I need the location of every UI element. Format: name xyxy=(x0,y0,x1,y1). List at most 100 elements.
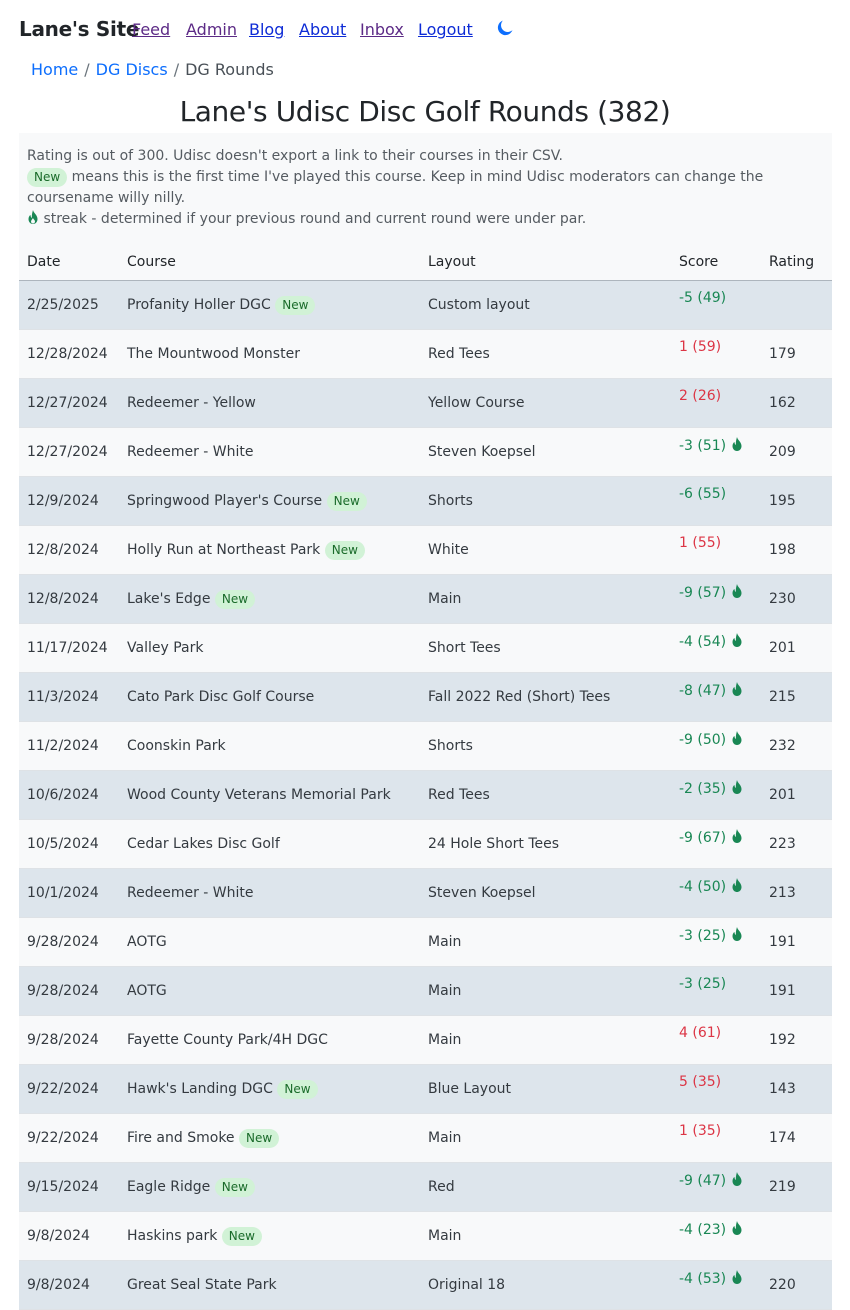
score-value: -4 (53) xyxy=(679,1271,727,1287)
header-score[interactable]: Score xyxy=(671,244,761,281)
score-cell: -3 (25) xyxy=(671,917,761,967)
layout-cell: Main xyxy=(420,1015,671,1065)
table-row: 11/3/2024 Cato Park Disc Golf Course Fall … xyxy=(19,672,832,722)
flame-icon xyxy=(732,829,742,843)
header-course[interactable]: Course xyxy=(119,244,420,281)
table-row: 10/1/2024 Redeemer - White Steven Koepsel -… xyxy=(19,868,832,918)
header-layout[interactable]: Layout xyxy=(420,244,671,281)
course-name: Lake's Edge xyxy=(127,590,211,607)
score-cell: 1 (55) xyxy=(671,525,761,575)
table-row: 9/28/2024 AOTG Main -3 (25) 191 xyxy=(19,966,832,1016)
score-value: -3 (25) xyxy=(679,976,727,992)
layout-cell: Red Tees xyxy=(420,329,671,379)
score-cell: -3 (25) xyxy=(671,966,761,1016)
score-cell: 1 (59) xyxy=(671,329,761,379)
header-date[interactable]: Date xyxy=(19,244,119,281)
rating-cell: 179 xyxy=(761,329,832,379)
course-cell: Redeemer - White xyxy=(119,868,420,918)
rating-cell: 230 xyxy=(761,574,832,624)
rounds-table: Date Course Layout Score Rating 2/25/202… xyxy=(19,244,832,1310)
header-rating[interactable]: Rating xyxy=(761,244,832,281)
flame-icon xyxy=(28,210,38,224)
new-badge: New xyxy=(326,491,367,511)
streak-note: streak - determined if your previous rou… xyxy=(27,209,817,230)
rating-cell: 232 xyxy=(761,721,832,771)
site-brand[interactable]: Lane's Site xyxy=(19,17,140,41)
course-cell: Wood County Veterans Memorial Park xyxy=(119,770,420,820)
nav-link-feed[interactable]: Feed xyxy=(132,20,171,39)
rating-cell: 213 xyxy=(761,868,832,918)
table-row: 9/28/2024 Fayette County Park/4H DGC Main 4… xyxy=(19,1015,832,1065)
score-value: -3 (25) xyxy=(679,928,727,944)
nav-link-about[interactable]: About xyxy=(299,20,347,39)
rating-cell: 192 xyxy=(761,1015,832,1065)
course-name: Cedar Lakes Disc Golf xyxy=(127,836,280,852)
score-value: -4 (50) xyxy=(679,879,727,895)
score-cell: 2 (26) xyxy=(671,378,761,428)
rating-cell: 223 xyxy=(761,819,832,869)
course-cell: The Mountwood Monster xyxy=(119,329,420,379)
score-cell: -6 (55) xyxy=(671,476,761,526)
score-cell: -8 (47) xyxy=(671,672,761,722)
score-cell: -5 (49) xyxy=(671,280,761,330)
breadcrumb: Home / DG Discs / DG Rounds xyxy=(31,60,274,79)
layout-cell: Main xyxy=(420,917,671,967)
date-cell: 10/1/2024 xyxy=(19,868,119,918)
moon-icon[interactable] xyxy=(497,20,513,36)
table-row: 11/2/2024 Coonskin Park Shorts -9 (50) 232 xyxy=(19,721,832,771)
score-cell: -4 (50) xyxy=(671,868,761,918)
new-badge-explanation: means this is the first time I've played… xyxy=(27,169,764,206)
flame-icon xyxy=(732,1221,742,1235)
date-cell: 2/25/2025 xyxy=(19,280,119,330)
date-cell: 12/27/2024 xyxy=(19,427,119,477)
course-cell: Redeemer - White xyxy=(119,427,420,477)
score-value: 5 (35) xyxy=(679,1074,722,1090)
table-row: 11/17/2024 Valley Park Short Tees -4 (54) 2… xyxy=(19,623,832,673)
course-name: Fayette County Park/4H DGC xyxy=(127,1032,328,1048)
layout-cell: Fall 2022 Red (Short) Tees xyxy=(420,672,671,722)
course-cell: AOTG xyxy=(119,966,420,1016)
date-cell: 12/28/2024 xyxy=(19,329,119,379)
flame-icon xyxy=(732,437,742,451)
date-cell: 11/17/2024 xyxy=(19,623,119,673)
course-name: The Mountwood Monster xyxy=(127,346,300,362)
score-value: -4 (23) xyxy=(679,1222,727,1238)
course-cell: Haskins park New xyxy=(119,1211,420,1261)
score-cell: -4 (53) xyxy=(671,1260,761,1310)
rating-cell xyxy=(761,280,832,330)
info-notes: Rating is out of 300. Udisc doesn't expo… xyxy=(27,146,817,230)
course-cell: Valley Park xyxy=(119,623,420,673)
table-row: 9/28/2024 AOTG Main -3 (25) 191 xyxy=(19,917,832,967)
nav-link-blog[interactable]: Blog xyxy=(249,20,285,39)
new-badge: New xyxy=(27,168,68,187)
layout-cell: Yellow Course xyxy=(420,378,671,428)
nav-link-logout[interactable]: Logout xyxy=(418,20,473,39)
score-value: -3 (51) xyxy=(679,438,727,454)
nav-link-inbox[interactable]: Inbox xyxy=(360,20,404,39)
table-row: 9/8/2024 Great Seal State Park Original 18… xyxy=(19,1260,832,1310)
new-badge-note: New means this is the first time I've pl… xyxy=(27,167,817,209)
breadcrumb-dg-discs[interactable]: DG Discs xyxy=(95,60,168,79)
score-cell: -4 (23) xyxy=(671,1211,761,1261)
new-badge: New xyxy=(214,1177,255,1197)
nav-link-admin[interactable]: Admin xyxy=(186,20,237,39)
date-cell: 9/22/2024 xyxy=(19,1064,119,1114)
table-row: 12/28/2024 The Mountwood Monster Red Tees 1… xyxy=(19,329,832,379)
score-cell: -9 (50) xyxy=(671,721,761,771)
layout-cell: Custom layout xyxy=(420,280,671,330)
breadcrumb-current: DG Rounds xyxy=(185,60,274,79)
course-name: Haskins park xyxy=(127,1227,218,1244)
layout-cell: Main xyxy=(420,1211,671,1261)
course-name: Fire and Smoke xyxy=(127,1129,235,1146)
rating-cell: 219 xyxy=(761,1162,832,1212)
layout-cell: Steven Koepsel xyxy=(420,868,671,918)
breadcrumb-home[interactable]: Home xyxy=(31,60,79,79)
course-name: AOTG xyxy=(127,934,167,950)
table-row: 10/6/2024 Wood County Veterans Memorial P… xyxy=(19,770,832,820)
rating-cell: 220 xyxy=(761,1260,832,1310)
table-row: 9/15/2024 Eagle Ridge New Red -9 (47) 219 xyxy=(19,1162,832,1212)
course-name: Eagle Ridge xyxy=(127,1178,211,1195)
course-cell: Cato Park Disc Golf Course xyxy=(119,672,420,722)
date-cell: 9/8/2024 xyxy=(19,1211,119,1261)
score-value: -5 (49) xyxy=(679,290,727,306)
